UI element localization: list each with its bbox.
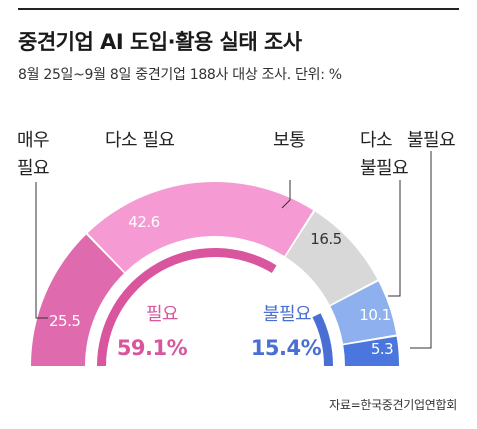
category-label-very-need: 필요 <box>17 158 49 179</box>
leader-line <box>388 180 401 297</box>
leader-line <box>410 151 432 349</box>
unneeded-summary-band <box>312 313 333 366</box>
leader-line <box>35 182 48 319</box>
need-summary-label: 필요 <box>146 304 178 325</box>
value-label-unneeded: 5.3 <box>371 340 393 358</box>
unneeded-summary-value: 15.4% <box>251 336 322 360</box>
segment-somewhat-need <box>87 182 314 273</box>
category-label-somewhat-unneeded: 다소 <box>360 130 392 151</box>
leader-line <box>281 180 291 209</box>
need-summary-value: 59.1% <box>117 336 188 360</box>
segment-very-need <box>31 234 124 366</box>
chart-title: 중견기업 AI 도입·활용 실태 조사 <box>18 30 302 54</box>
unneeded-summary-label: 불필요 <box>263 304 311 325</box>
value-label-somewhat-need: 42.6 <box>128 213 159 231</box>
category-label-unneeded: 불필요 <box>407 130 455 151</box>
value-label-somewhat-unneeded: 10.1 <box>359 306 390 324</box>
category-label-somewhat-unneeded: 불필요 <box>360 158 408 179</box>
segment-neutral <box>285 211 378 305</box>
need-summary-band <box>97 248 277 366</box>
segment-unneeded <box>343 336 399 366</box>
category-label-very-need: 매우 <box>17 130 49 151</box>
chart-subtitle: 8월 25일~9월 8일 중견기업 188사 대상 조사. 단위: % <box>18 67 342 83</box>
source-note: 자료=한국중견기업연합회 <box>329 398 457 412</box>
segment-somewhat-unneeded <box>330 281 397 344</box>
value-label-neutral: 16.5 <box>310 230 341 248</box>
value-label-very-need: 25.5 <box>49 312 80 330</box>
category-label-neutral: 보통 <box>273 130 305 151</box>
category-label-somewhat-need: 다소 필요 <box>105 130 174 151</box>
top-rule <box>18 8 459 10</box>
